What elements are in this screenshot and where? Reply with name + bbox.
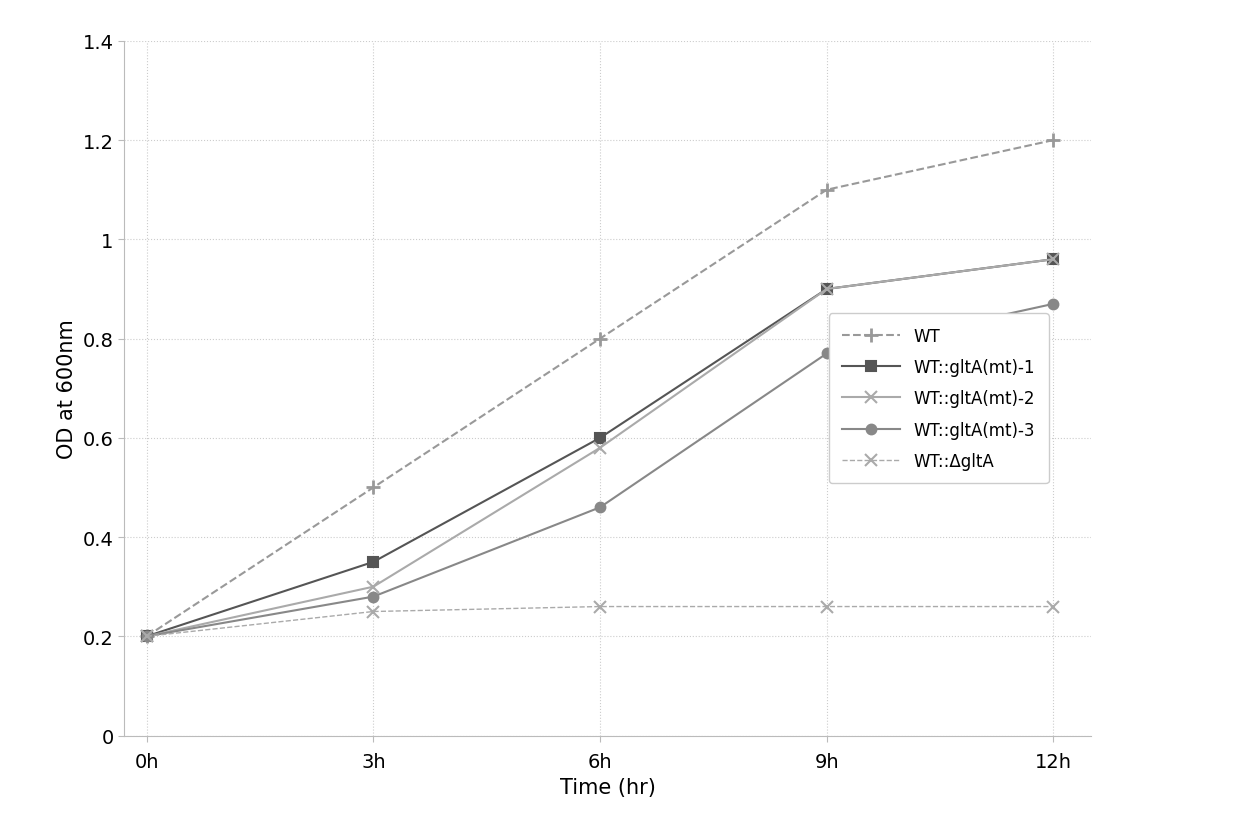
X-axis label: Time (hr): Time (hr) [559, 777, 656, 797]
Y-axis label: OD at 600nm: OD at 600nm [57, 319, 77, 458]
Legend: WT, WT::gltA(mt)-1, WT::gltA(mt)-2, WT::gltA(mt)-3, WT::ΔgltA: WT, WT::gltA(mt)-1, WT::gltA(mt)-2, WT::… [828, 314, 1049, 483]
